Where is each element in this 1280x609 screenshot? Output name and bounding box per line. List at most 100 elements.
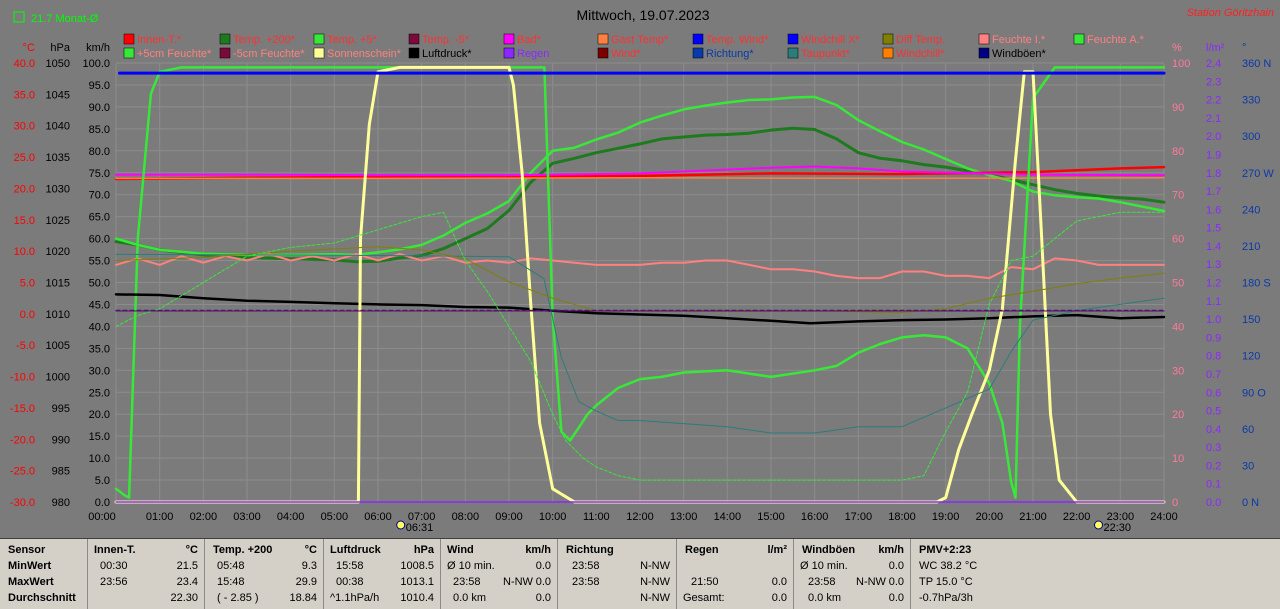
pressure-tick-label: 980 [52, 497, 70, 509]
legend-swatch [882, 33, 894, 45]
stats-pmv-max-value: TP 15.0 °C [919, 576, 973, 588]
wind-tick-label: 30.0 [89, 365, 110, 377]
stats-luftdruck-avg-extra: ^1.1hPa/h [330, 592, 380, 604]
rain-tick-label: 1.8 [1206, 168, 1221, 180]
x-tick-label: 11:00 [583, 511, 610, 523]
legend-label: Temp. -5* [422, 34, 470, 46]
stats-windboeen-avg-value: 0.0 [888, 592, 904, 604]
legend-swatch [408, 47, 420, 59]
rain-tick-label: 2.0 [1206, 131, 1221, 143]
temp-tick-label: -5.0 [16, 340, 35, 352]
temp-tick-label: -30.0 [10, 497, 35, 509]
stats-luftdruck-header: Luftdruck [330, 544, 381, 556]
wind-tick-label: 10.0 [89, 453, 110, 465]
x-tick-label: 04:00 [277, 511, 305, 523]
x-tick-label: 18:00 [888, 511, 916, 523]
stats-windboeen-min-value: 0.0 [888, 560, 904, 572]
rain-tick-label: 1.6 [1206, 204, 1221, 216]
stats-windboeen-unit: km/h [878, 544, 904, 556]
stats-innen-block: Innen-T. °C 00:30 21.5 23:56 23.4 22.30 [88, 539, 205, 609]
stats-luftdruck-avg-value: 1010.4 [400, 592, 434, 604]
stats-wind-block: Wind km/h Ø 10 min. 0.0 23:58 N-NW 0.0 0.0 k… [441, 539, 558, 609]
stats-regen-block: Regen l/m² 21:50 0.0 Gesamt: 0.0 [677, 539, 794, 609]
stats-windboeen-max-time: 23:58 [808, 576, 836, 588]
stats-wind-avg-value: 0.0 [535, 592, 551, 604]
wind-tick-label: 40.0 [89, 321, 110, 333]
rain-tick-label: 1.7 [1206, 186, 1221, 198]
temp-tick-label: -15.0 [10, 403, 35, 415]
stats-temp200-avg-extra: ( - 2.85 ) [217, 592, 259, 604]
stats-richtung-max-time: 23:58 [572, 576, 600, 588]
wind-tick-label: 70.0 [89, 190, 110, 202]
rain-tick-label: 1.2 [1206, 278, 1221, 290]
x-tick-label: 16:00 [801, 511, 829, 523]
legend-swatch [1073, 33, 1085, 45]
percent-tick-label: 10 [1172, 453, 1184, 465]
stats-regen-max-value: 0.0 [771, 576, 787, 588]
temp-unit-label: °C [23, 42, 35, 54]
percent-tick-label: 30 [1172, 365, 1184, 377]
pressure-tick-label: 1040 [46, 121, 70, 133]
wind-tick-label: 20.0 [89, 409, 110, 421]
x-tick-label: 17:00 [845, 511, 873, 523]
weather-chart: 00:00 01:00 02:00 03:00 04:00 05:00 06:00 07:00… [10, 7, 1274, 534]
pressure-tick-label: 1020 [46, 246, 70, 258]
rain-tick-label: 0.5 [1206, 406, 1221, 418]
legend-label: Feuchte A.* [1087, 34, 1145, 46]
percent-tick-label: 100 [1172, 58, 1190, 70]
wind-tick-label: 55.0 [89, 256, 110, 268]
x-tick-label: 09:00 [495, 511, 523, 523]
sun-icon [396, 520, 406, 530]
statistics-panel: Sensor MinWert MaxWert Durchschnitt Inne… [0, 538, 1280, 609]
legend-swatch [503, 33, 515, 45]
x-tick-label: 00:00 [88, 511, 116, 523]
wind-tick-label: 90.0 [89, 102, 110, 114]
wind-tick-label: 95.0 [89, 80, 110, 92]
monthly-average-icon [13, 11, 25, 23]
rain-tick-label: 1.0 [1206, 314, 1221, 326]
rain-tick-label: 0.3 [1206, 442, 1221, 454]
x-tick-label: 14:00 [714, 511, 742, 523]
series-line [114, 293, 1166, 325]
pressure-tick-label: 1035 [46, 152, 70, 164]
temp-tick-label: 5.0 [20, 278, 35, 290]
direction-tick-label: 300 [1242, 131, 1260, 143]
chart-area: 00:00 01:00 02:00 03:00 04:00 05:00 06:00 07:00… [10, 7, 1274, 534]
legend-swatch [408, 33, 420, 45]
stats-min-label: MinWert [8, 560, 52, 572]
stats-pmv-block: PMV+2:23 WC 38.2 °C TP 15.0 °C -0.7hPa/3… [911, 539, 1011, 609]
temp-tick-label: 25.0 [14, 152, 35, 164]
rain-tick-label: 0.7 [1206, 369, 1221, 381]
legend-swatch [978, 47, 990, 59]
legend-label: Temp. +200* [233, 34, 296, 46]
stats-richtung-max-value: N-NW [640, 576, 670, 588]
stats-innen-min-time: 00:30 [100, 560, 128, 572]
stats-luftdruck-max-value: 1013.1 [400, 576, 434, 588]
legend-swatch [978, 33, 990, 45]
wind-tick-label: 45.0 [89, 299, 110, 311]
stats-temp200-max-time: 15:48 [217, 576, 245, 588]
rain-tick-label: 2.2 [1206, 95, 1221, 107]
series-line [115, 211, 1165, 481]
pressure-tick-label: 1025 [46, 215, 70, 227]
stats-regen-unit: l/m² [767, 544, 787, 556]
stats-innen-header: Innen-T. [94, 544, 136, 556]
stats-temp200-block: Temp. +200 °C 05:48 9.3 15:48 29.9 ( - 2.85… [205, 539, 324, 609]
series-line [115, 177, 1165, 180]
wind-tick-label: 100.0 [82, 58, 110, 70]
rain-tick-label: 1.3 [1206, 259, 1221, 271]
stats-wind-max-direction: N-NW [503, 576, 533, 588]
stats-regen-avg-value: 0.0 [771, 592, 787, 604]
stats-richtung-avg-value: N-NW [640, 592, 670, 604]
x-tick-label: 02:00 [190, 511, 218, 523]
legend-label: Regen [517, 48, 549, 60]
stats-luftdruck-min-time: 15:58 [336, 560, 364, 572]
x-tick-label: 10:00 [539, 511, 567, 523]
stats-avg-label: Durchschnitt [8, 592, 76, 604]
stats-regen-avg-label: Gesamt: [683, 592, 725, 604]
rain-tick-label: 0.2 [1206, 460, 1221, 472]
x-tick-label: 15:00 [757, 511, 785, 523]
stats-temp200-header: Temp. +200 [213, 544, 273, 556]
stats-temp200-min-time: 05:48 [217, 560, 245, 572]
rain-unit-label: l/m² [1206, 42, 1225, 54]
